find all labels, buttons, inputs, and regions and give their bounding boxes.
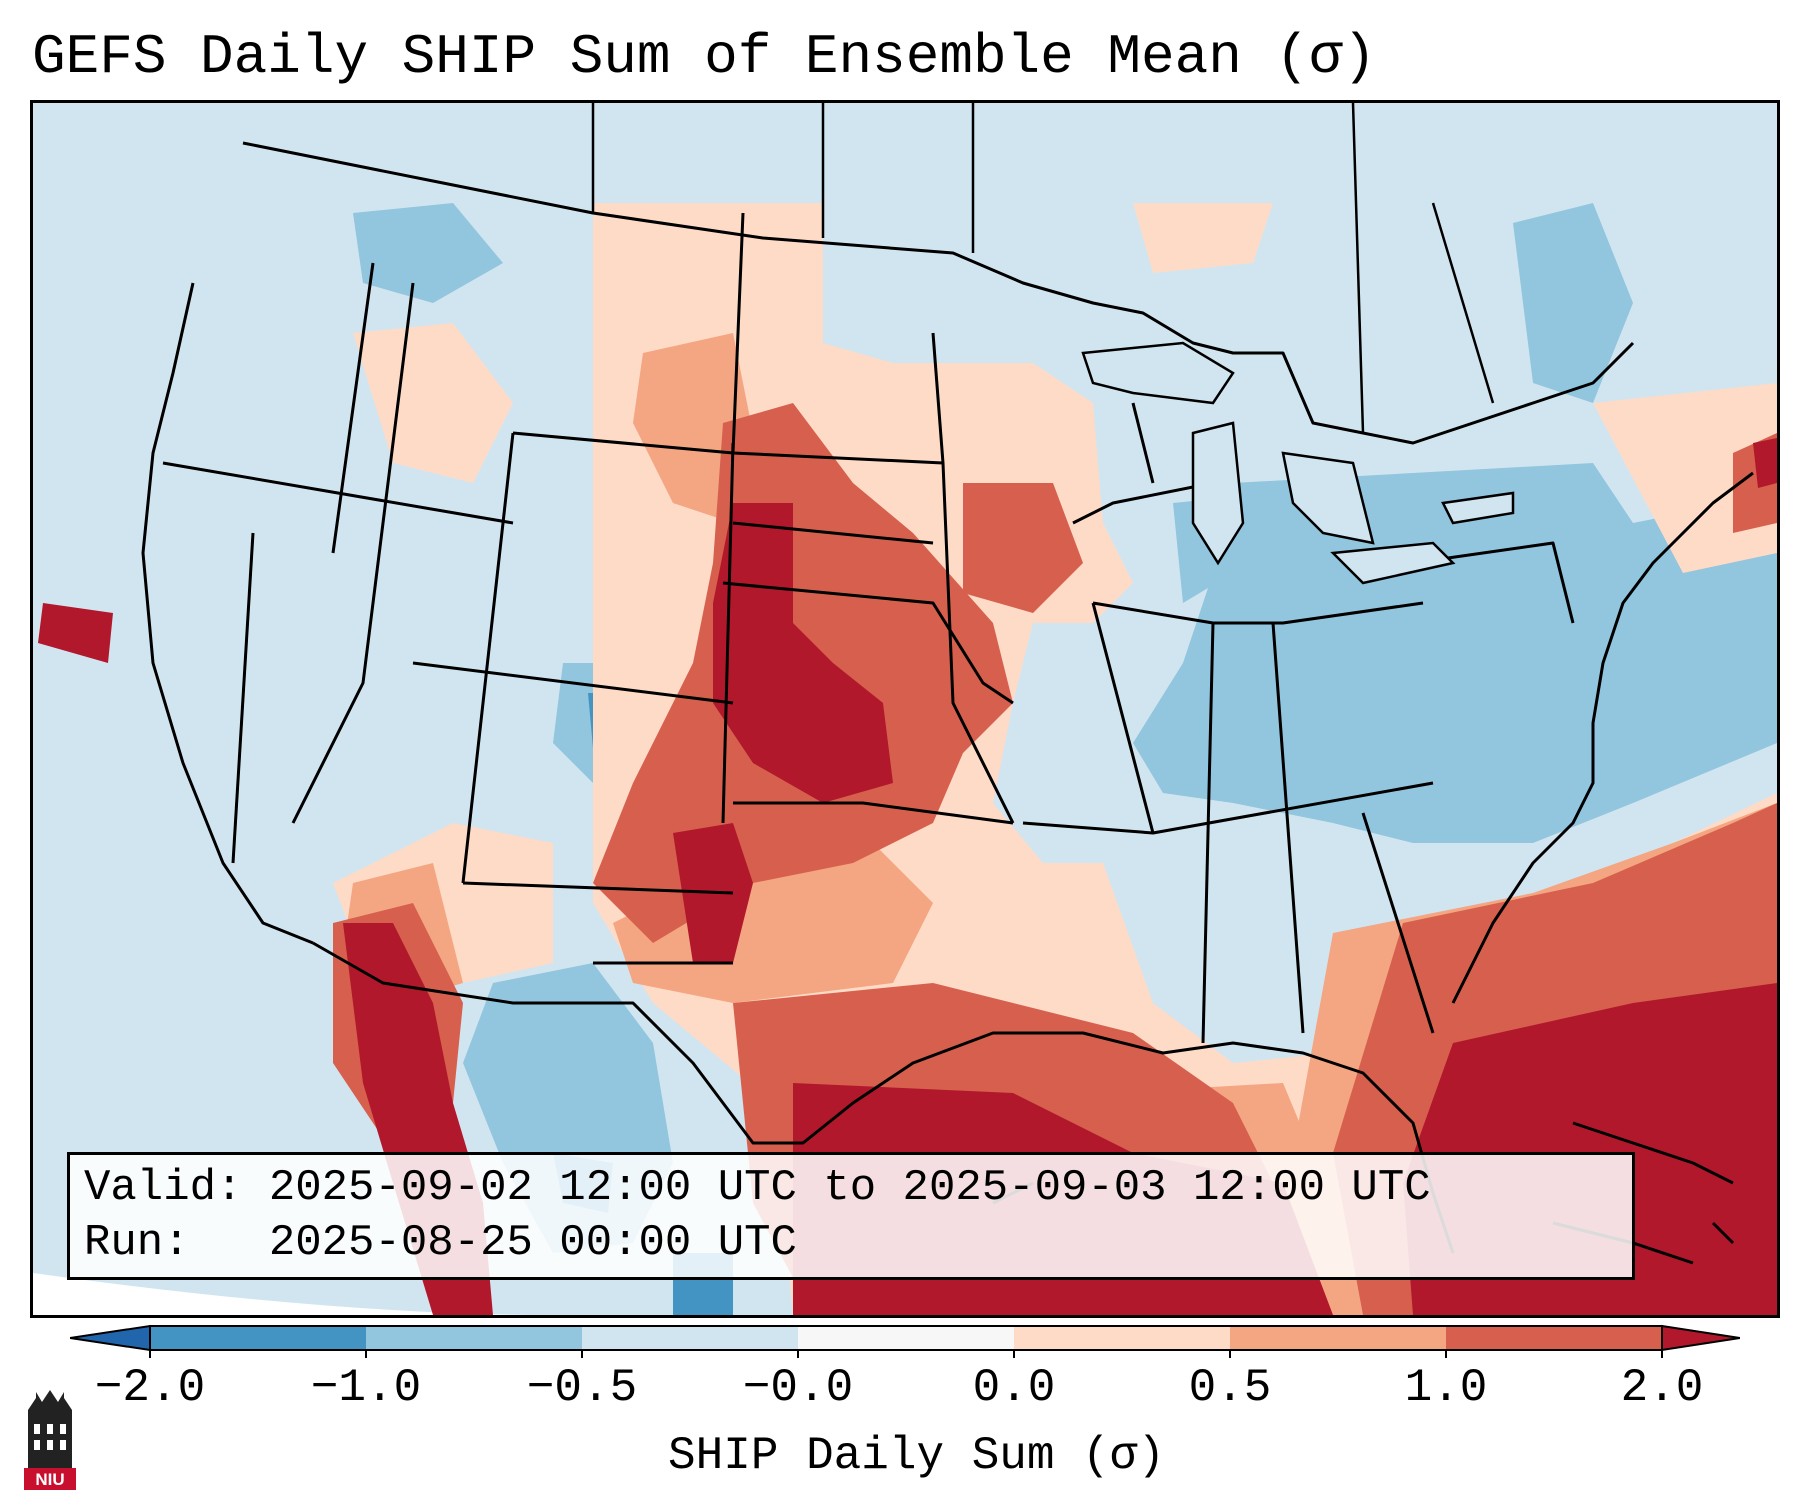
- colorbar-bin-7: [1446, 1326, 1662, 1350]
- colorbar-tick: −1.0: [310, 1362, 422, 1414]
- run-label: Run:: [84, 1218, 190, 1268]
- niu-logo-icon: NIU: [24, 1390, 76, 1490]
- ship-anomaly-field: [33, 103, 1777, 1315]
- colorbar-tick: −2.0: [94, 1362, 206, 1414]
- valid-run-info-box: Valid: 2025-09-02 12:00 UTC to 2025-09-0…: [67, 1152, 1635, 1280]
- niu-logo-text: NIU: [35, 1470, 64, 1489]
- colorbar-tick: −0.5: [526, 1362, 638, 1414]
- colorbar-label: SHIP Daily Sum (σ): [668, 1430, 1165, 1482]
- colorbar-bin-1: [150, 1326, 366, 1350]
- colorbar-tick: 0.0: [972, 1362, 1056, 1414]
- colorbar-tick: 1.0: [1404, 1362, 1488, 1414]
- map-title: GEFS Daily SHIP Sum of Ensemble Mean (σ): [32, 25, 1377, 89]
- colorbar: [70, 1324, 1740, 1358]
- run-value: 2025-08-25 00:00 UTC: [268, 1218, 797, 1268]
- colorbar-bin-3: [582, 1326, 798, 1350]
- colorbar-tick: 0.5: [1188, 1362, 1272, 1414]
- valid-value: 2025-09-02 12:00 UTC to 2025-09-03 12:00…: [268, 1163, 1431, 1213]
- map-panel: [30, 100, 1780, 1318]
- colorbar-bin-4: [798, 1326, 1014, 1350]
- colorbar-bin-6: [1230, 1326, 1446, 1350]
- colorbar-tick: −0.0: [742, 1362, 854, 1414]
- valid-label: Valid:: [84, 1163, 243, 1213]
- colorbar-high-extend: [1661, 1324, 1740, 1352]
- colorbar-bin-2: [366, 1326, 582, 1350]
- colorbar-tick: 2.0: [1620, 1362, 1704, 1414]
- colorbar-bin-5: [1014, 1326, 1230, 1350]
- colorbar-low-extend: [70, 1324, 151, 1352]
